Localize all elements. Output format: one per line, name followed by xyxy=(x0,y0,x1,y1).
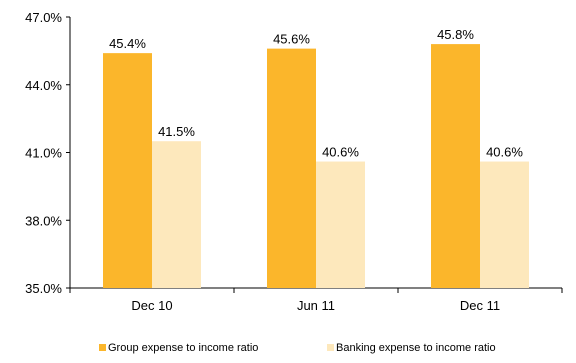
y-tick-label: 47.0% xyxy=(25,10,62,25)
bar-banking-ratio xyxy=(480,161,529,288)
data-labels: 45.4% 41.5% 45.6% 40.6% 45.8% 40.6% xyxy=(109,27,523,159)
bar-group-ratio xyxy=(267,48,316,288)
y-tick-label: 44.0% xyxy=(25,78,62,93)
legend-swatch-group xyxy=(99,344,106,351)
x-tick-label: Jun 11 xyxy=(297,298,335,313)
x-tick-label: Dec 10 xyxy=(131,298,172,313)
bar-banking-ratio xyxy=(152,141,201,288)
legend-item-group: Group expense to income ratio xyxy=(99,342,258,354)
y-tick-label: 41.0% xyxy=(25,146,62,161)
legend-label-banking: Banking expense to income ratio xyxy=(336,342,496,354)
data-label: 45.6% xyxy=(273,32,310,47)
axes: 35.0% 38.0% 41.0% 44.0% 47.0% Dec 10 Jun 11 Dec… xyxy=(25,10,563,313)
bar-group-ratio xyxy=(103,53,152,289)
legend-label-group: Group expense to income ratio xyxy=(108,342,258,354)
bar-group-ratio xyxy=(431,44,480,288)
y-tick-label: 38.0% xyxy=(25,213,62,228)
data-label: 45.8% xyxy=(437,27,474,42)
data-label: 45.4% xyxy=(109,36,146,51)
legend-swatch-banking xyxy=(327,344,334,351)
data-label: 41.5% xyxy=(158,124,195,139)
data-label: 40.6% xyxy=(322,145,359,160)
bar-banking-ratio xyxy=(316,161,365,288)
x-tick-label: Dec 11 xyxy=(460,298,500,313)
y-tick-label: 35.0% xyxy=(25,281,62,296)
data-label: 40.6% xyxy=(486,145,523,160)
legend-item-banking: Banking expense to income ratio xyxy=(327,342,496,354)
legend: Group expense to income ratio Banking ex… xyxy=(99,342,496,354)
bars xyxy=(103,44,529,289)
